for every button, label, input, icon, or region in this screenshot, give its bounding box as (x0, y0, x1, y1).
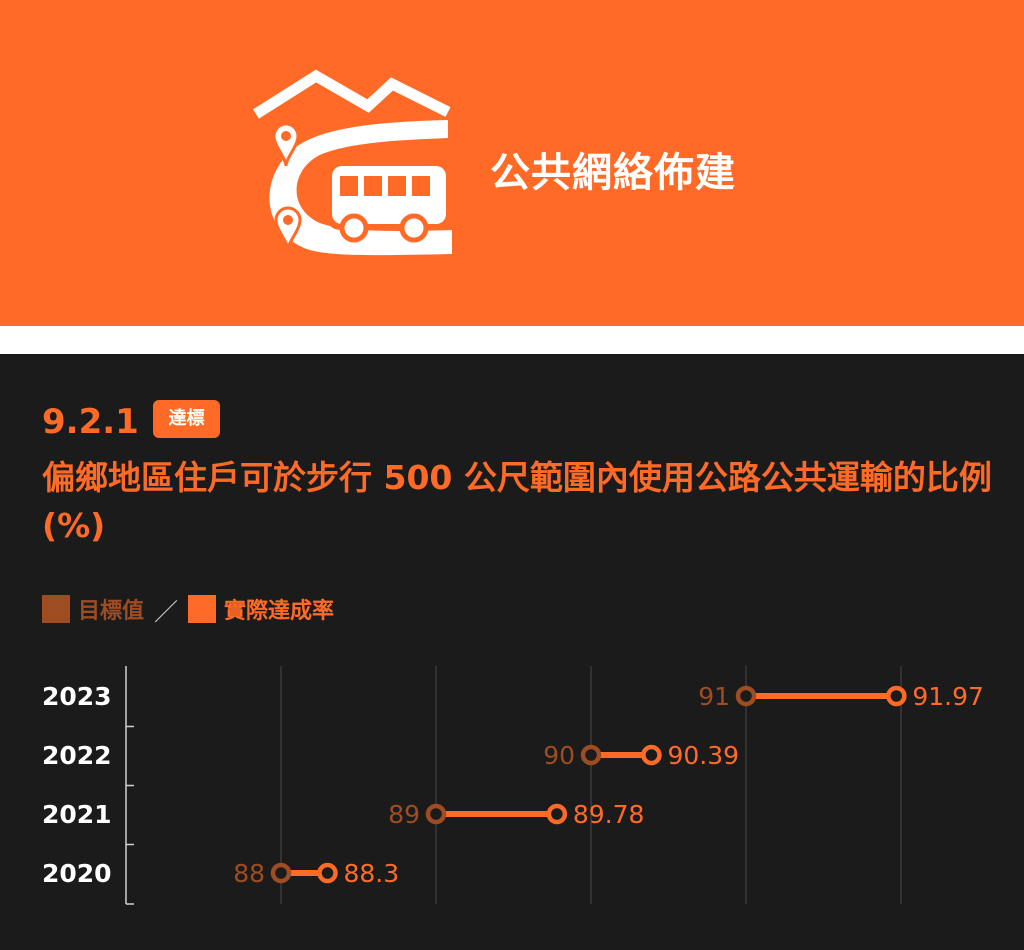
indicator-panel: 9.2.1 達標 偏鄉地區住戶可於步行 500 公尺範圍內使用公路公共運輸的比例… (0, 354, 1024, 950)
category-label: 2020 (42, 859, 112, 888)
target-point (425, 803, 447, 825)
divider (0, 326, 1024, 354)
target-value-label: 88 (233, 859, 265, 888)
target-point (735, 685, 757, 707)
dumbbell-chart: 2023 91 91.97 2022 90 90.39 2021 89 89.78 2020 88 8… (42, 666, 984, 905)
actual-value-label: 89.78 (573, 800, 645, 829)
legend-label-target: 目標值 (78, 599, 145, 624)
actual-point (317, 862, 338, 884)
indicator-code: 9.2.1 (42, 402, 139, 442)
legend-separator: ／ (154, 597, 179, 626)
actual-point (546, 803, 568, 825)
target-value-label: 91 (698, 682, 730, 711)
bus-road-mountain-icon (252, 62, 458, 266)
target-point (270, 862, 292, 884)
header-banner: 公共網絡佈建 (0, 0, 1024, 326)
legend-label-actual: 實際達成率 (224, 599, 335, 624)
section-title: 公共網絡佈建 (490, 150, 736, 196)
target-value-label: 89 (388, 800, 420, 829)
target-point (580, 744, 602, 766)
actual-value-label: 90.39 (667, 741, 739, 770)
actual-point (641, 744, 662, 766)
legend-swatch-actual (188, 595, 217, 623)
category-label: 2021 (42, 800, 112, 829)
indicator-title: 偏鄉地區住戶可於步行 500 公尺範圍內使用公路公共運輸的比例(%) (42, 458, 992, 545)
actual-point (886, 685, 907, 707)
actual-value-label: 88.3 (344, 859, 400, 888)
actual-value-label: 91.97 (912, 682, 984, 711)
category-label: 2022 (42, 741, 112, 770)
legend: 目標值 ／ 實際達成率 (42, 594, 335, 626)
category-label: 2023 (42, 682, 112, 711)
legend-swatch-target (42, 595, 70, 623)
status-badge: 達標 (153, 400, 220, 438)
target-value-label: 90 (543, 741, 575, 770)
